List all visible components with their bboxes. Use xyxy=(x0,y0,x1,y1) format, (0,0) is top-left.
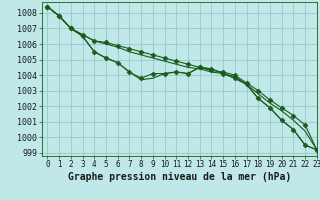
X-axis label: Graphe pression niveau de la mer (hPa): Graphe pression niveau de la mer (hPa) xyxy=(68,172,291,182)
